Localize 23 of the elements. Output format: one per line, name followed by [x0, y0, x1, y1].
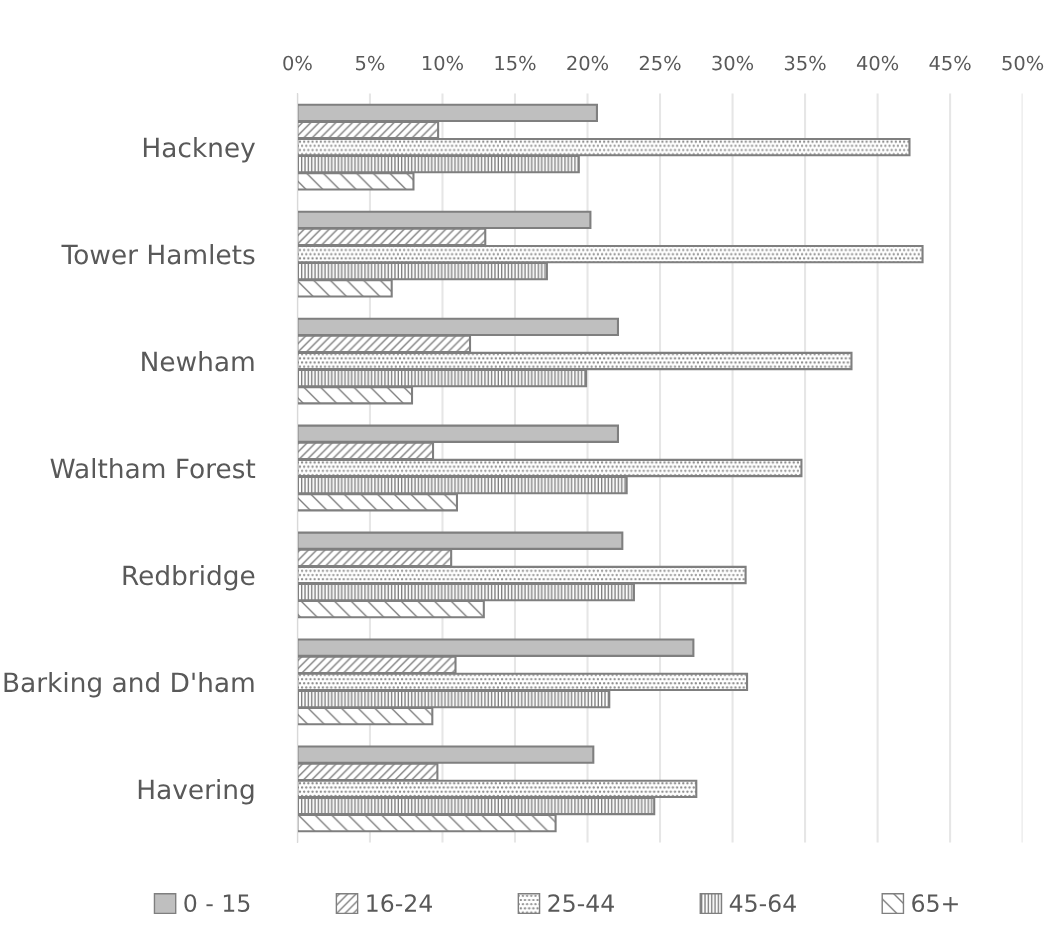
y-tick-label: Tower Hamlets: [61, 244, 255, 265]
y-tick-label: Redbridge: [123, 564, 255, 591]
x-tick-label: 10%: [423, 55, 464, 71]
y-tick-label: Waltham Forest: [50, 457, 256, 479]
x-tick-label: 30%: [712, 55, 754, 71]
x-tick-label: 40%: [856, 55, 899, 71]
x-tick-label: 50%: [1002, 55, 1044, 71]
x-tick-label: 35%: [784, 55, 826, 71]
legend-label: 65+: [912, 894, 958, 913]
y-tick-label: Hackney: [143, 137, 255, 163]
legend-label: 45-64: [729, 894, 796, 913]
x-tick-label: 15%: [495, 55, 536, 71]
x-tick-label: 45%: [929, 55, 971, 71]
legend-label: 25-44: [548, 894, 614, 913]
legend-label: 16-24: [367, 894, 432, 913]
legend-label: 0 - 15: [184, 894, 250, 913]
y-tick-label: Havering: [138, 778, 254, 805]
x-tick-label: 25%: [639, 55, 681, 71]
x-tick-label: 0%: [283, 55, 312, 71]
y-tick-label: Barking and D'ham: [4, 671, 254, 698]
x-tick-label: 5%: [356, 55, 385, 71]
x-tick-label: 20%: [567, 55, 609, 71]
y-tick-label: Newham: [142, 351, 254, 372]
